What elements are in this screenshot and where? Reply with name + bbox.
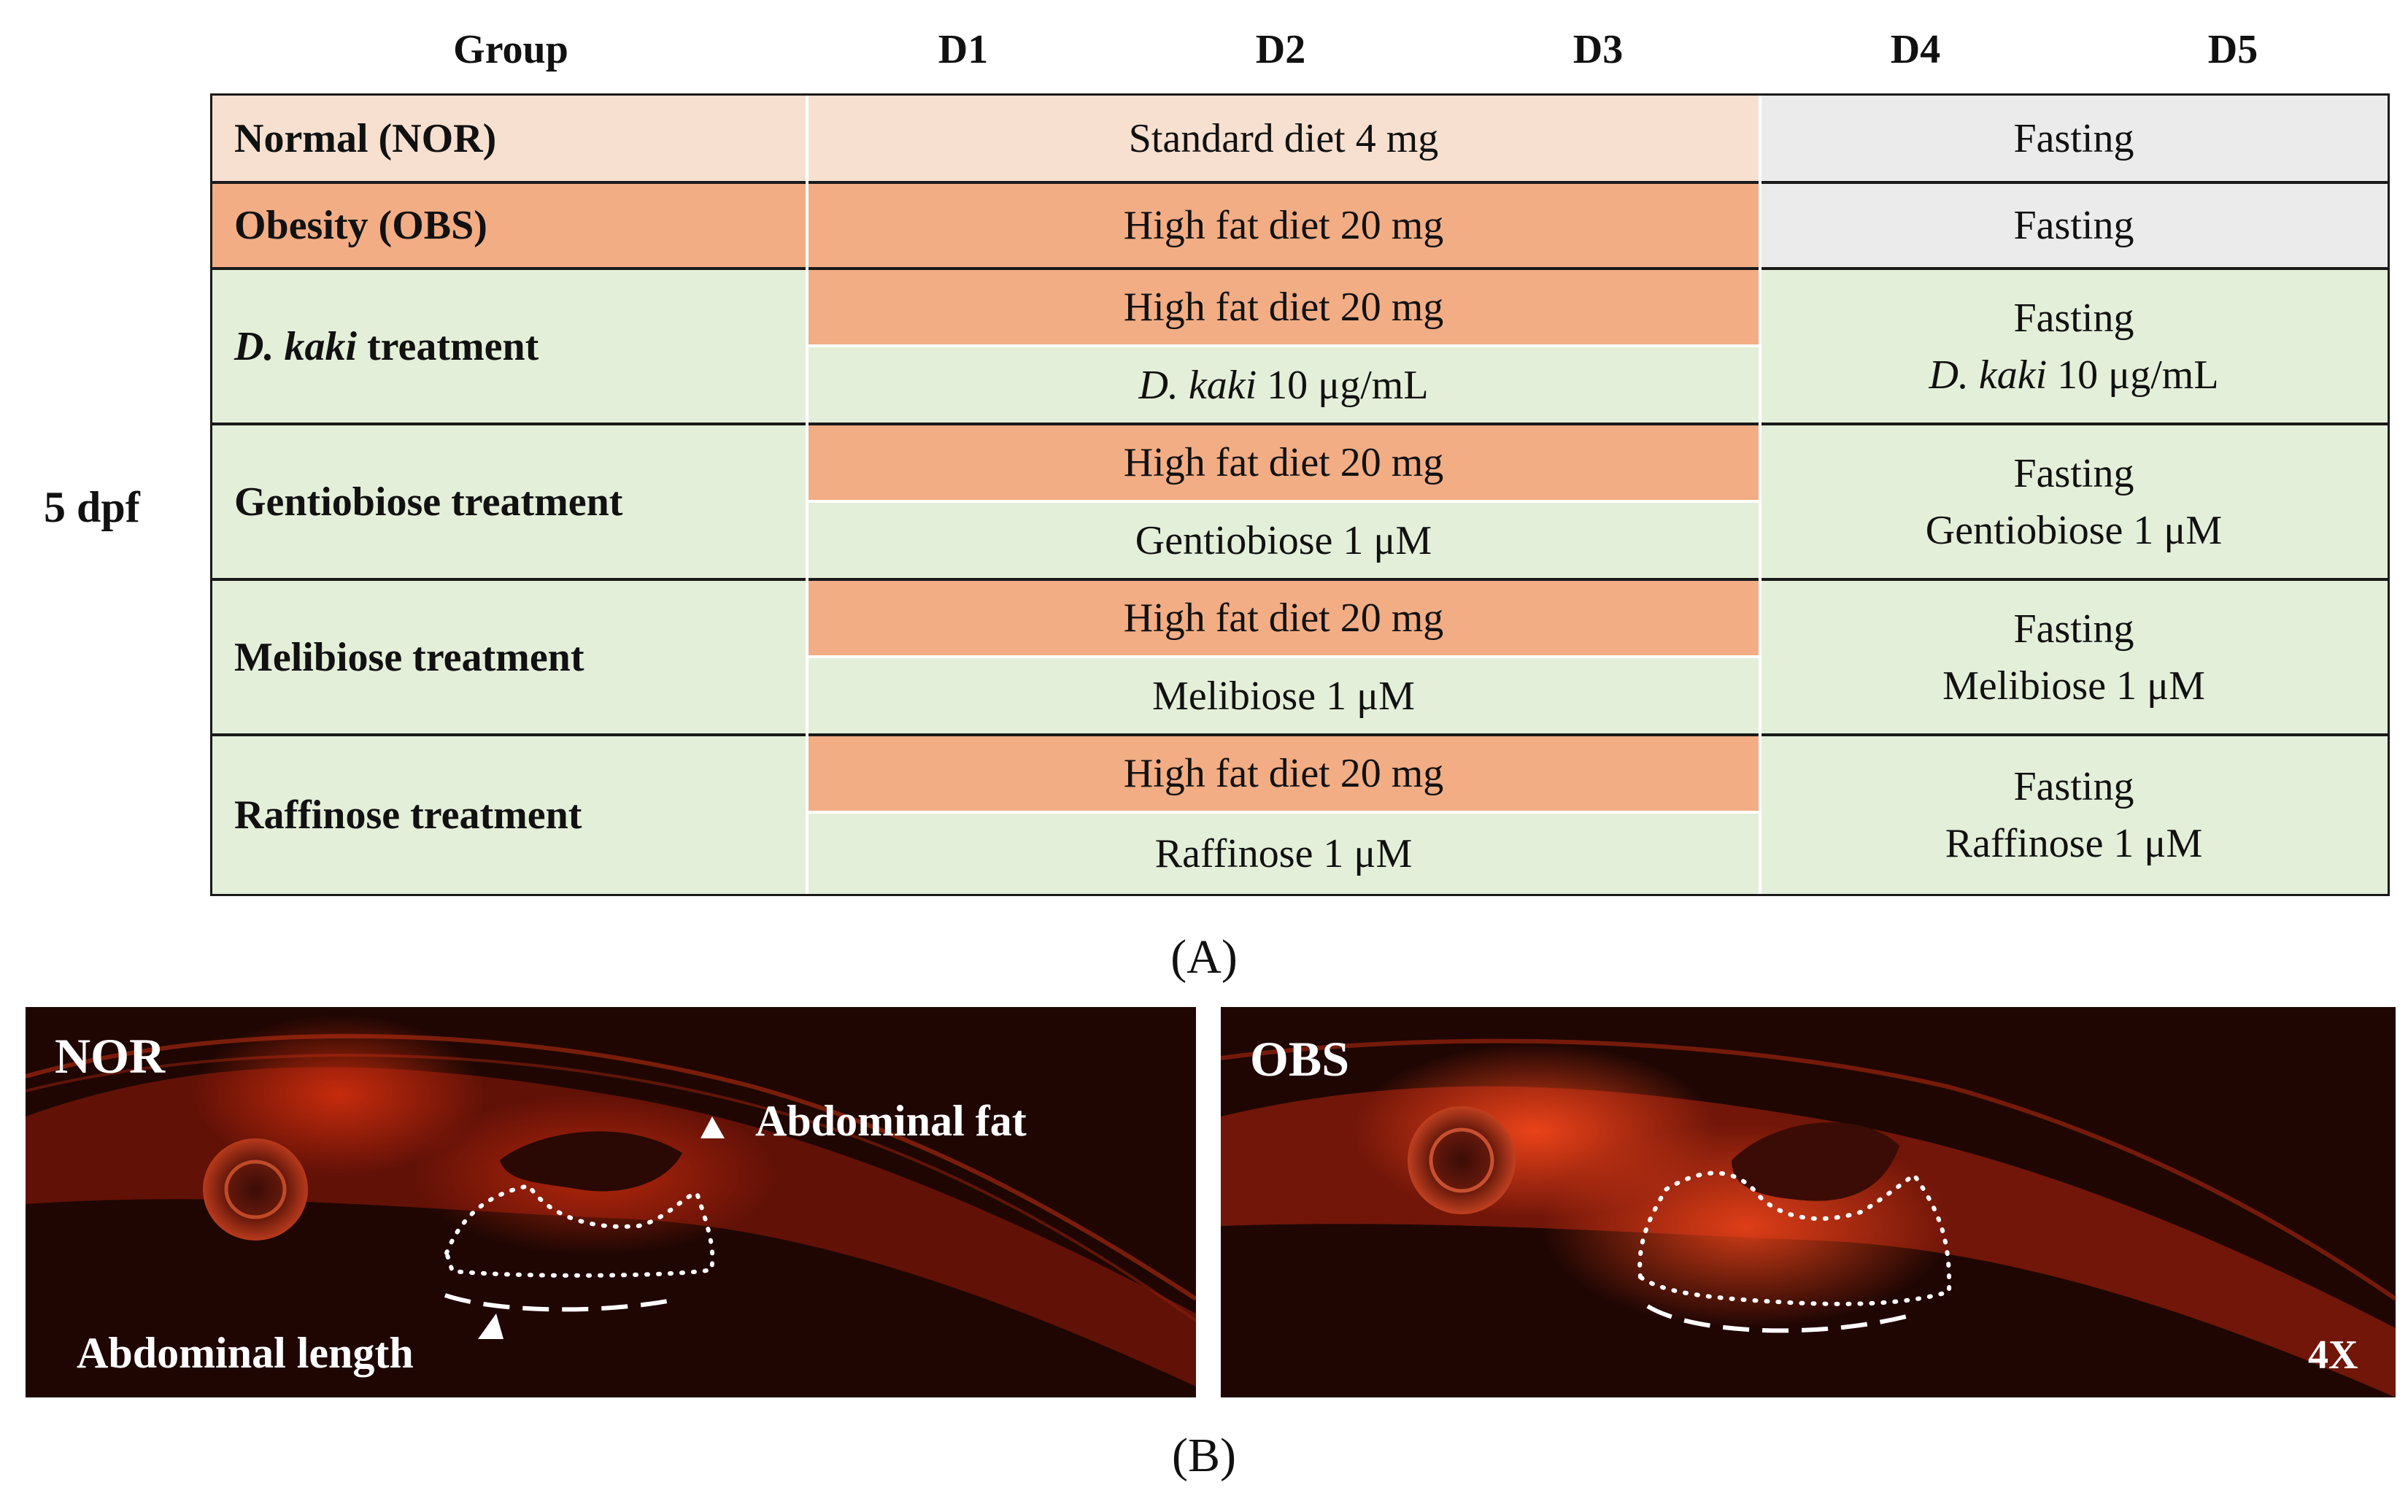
row-melibiose-group: Melibiose treatment — [212, 581, 807, 733]
row-dkaki-late: Fasting D. kaki 10 μg/mL — [1760, 270, 2388, 423]
row-dkaki-group-italic: D. kaki — [234, 323, 357, 369]
row-dkaki-late-rest: 10 μg/mL — [2047, 352, 2219, 398]
row-divider — [212, 733, 2388, 736]
header-group: Group — [453, 27, 568, 72]
row-gentiobiose-late-fasting: Fasting — [2013, 450, 2134, 496]
cell-separator — [807, 344, 1760, 347]
magnification-label: 4X — [2308, 1332, 2358, 1378]
row-raffinose-group: Raffinose treatment — [212, 736, 807, 894]
row-dkaki-late-italic: D. kaki — [1929, 352, 2048, 398]
image-obs: OBS 4X — [1221, 1007, 2396, 1397]
row-raffinose-late-dose: Raffinose 1 μM — [1945, 821, 2203, 866]
row-gentiobiose-group: Gentiobiose treatment — [212, 425, 807, 578]
header-d1: D1 — [938, 27, 989, 72]
image-nor: NOR Abdominal fat Abdominal length — [26, 1007, 1196, 1397]
row-raffinose-late-fasting: Fasting — [2013, 764, 2134, 809]
row-normal-diet: Standard diet 4 mg — [807, 96, 1760, 181]
row-obesity-group: Obesity (OBS) — [212, 184, 807, 267]
header-d4: D4 — [1890, 27, 1941, 72]
row-divider — [212, 578, 2388, 581]
cell-separator — [807, 500, 1760, 503]
header-d2: D2 — [1255, 27, 1306, 72]
row-obesity-late: Fasting — [1760, 184, 2388, 267]
header-d3: D3 — [1572, 27, 1624, 72]
annotation-abdominal-length: Abdominal length — [77, 1329, 414, 1377]
cell-separator — [807, 655, 1760, 658]
row-melibiose-late-fasting: Fasting — [2013, 606, 2134, 652]
cell-separator — [807, 811, 1760, 814]
image-obs-title: OBS — [1250, 1031, 1350, 1087]
row-dkaki-late-fasting: Fasting — [2013, 295, 2134, 341]
row-raffinose-treat: Raffinose 1 μM — [807, 814, 1760, 894]
row-gentiobiose-late: Fasting Gentiobiose 1 μM — [1760, 425, 2388, 578]
row-melibiose-treat: Melibiose 1 μM — [807, 658, 1760, 733]
row-gentiobiose-late-dose: Gentiobiose 1 μM — [1925, 507, 2223, 553]
row-gentiobiose-diet: High fat diet 20 mg — [807, 425, 1760, 500]
row-dkaki-treat-italic: D. kaki — [1138, 362, 1257, 408]
row-raffinose-late: Fasting Raffinose 1 μM — [1760, 736, 2388, 894]
row-melibiose-late-dose: Melibiose 1 μM — [1942, 663, 2205, 709]
side-label-dpf: 5 dpf — [44, 483, 140, 531]
image-nor-title: NOR — [55, 1028, 166, 1084]
row-gentiobiose-treat: Gentiobiose 1 μM — [807, 503, 1760, 578]
treatment-schedule-table: Normal (NOR) Standard diet 4 mg Fasting … — [210, 93, 2390, 896]
row-melibiose-diet: High fat diet 20 mg — [807, 581, 1760, 655]
row-obesity-diet: High fat diet 20 mg — [807, 184, 1760, 267]
row-divider — [212, 267, 2388, 270]
annotation-abdominal-fat: Abdominal fat — [755, 1097, 1027, 1145]
row-divider — [212, 423, 2388, 425]
row-normal-group: Normal (NOR) — [212, 96, 807, 181]
row-dkaki-group: D. kaki treatment — [212, 270, 807, 423]
panel-label-b: (B) — [1172, 1429, 1236, 1482]
header-d5: D5 — [2207, 27, 2258, 72]
row-raffinose-diet: High fat diet 20 mg — [807, 736, 1760, 811]
panel-label-a: (A) — [1170, 930, 1238, 984]
row-dkaki-group-rest: treatment — [357, 323, 539, 369]
row-melibiose-late: Fasting Melibiose 1 μM — [1760, 581, 2388, 733]
row-dkaki-treat-rest: 10 μg/mL — [1257, 362, 1429, 408]
row-dkaki-treat: D. kaki 10 μg/mL — [807, 347, 1760, 423]
row-dkaki-diet: High fat diet 20 mg — [807, 270, 1760, 344]
column-separator — [806, 96, 809, 894]
row-divider — [212, 181, 2388, 184]
column-separator — [1759, 96, 1761, 894]
row-normal-late: Fasting — [1760, 96, 2388, 181]
